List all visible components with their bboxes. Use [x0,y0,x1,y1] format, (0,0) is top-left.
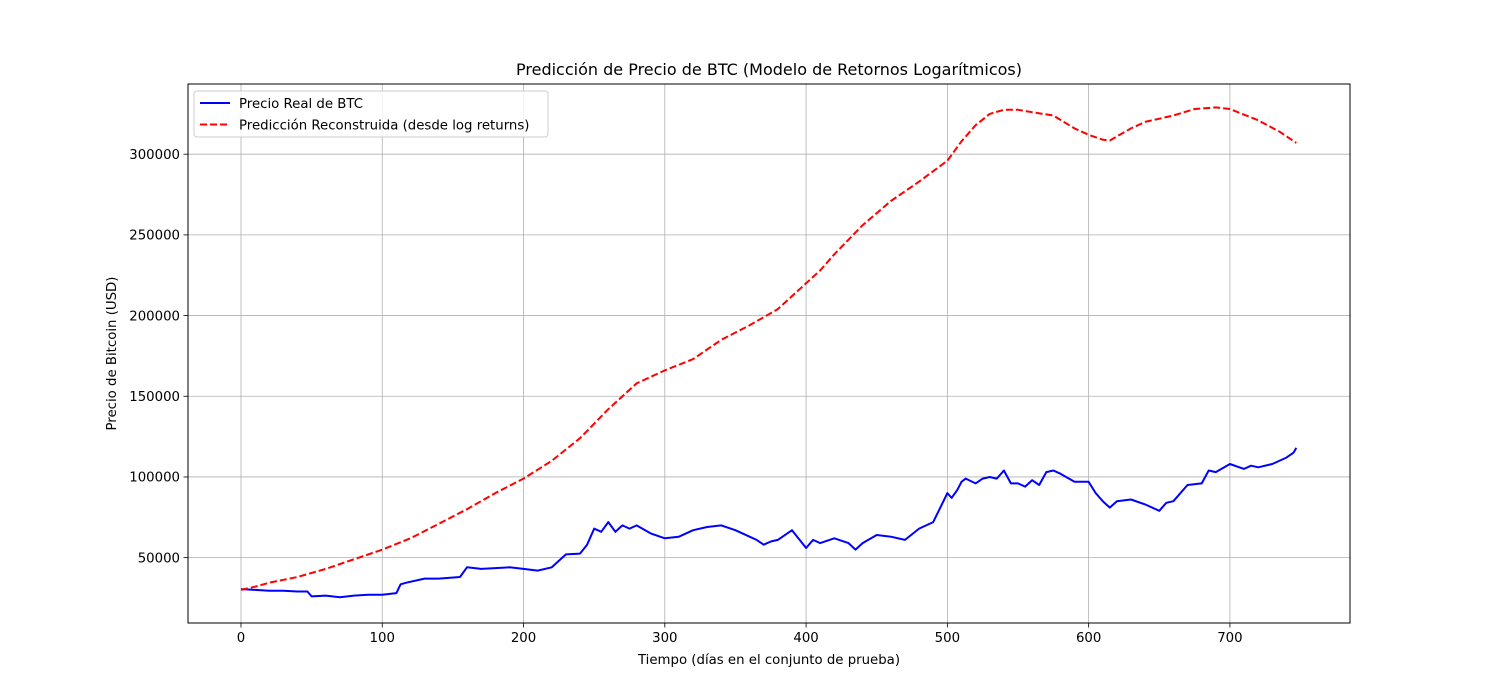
y-tick-label: 100000 [129,471,180,486]
y-axis-label: Precio de Bitcoin (USD) [105,277,120,431]
grid [188,84,1350,623]
x-tick-label: 300 [652,631,677,646]
legend-label: Precio Real de BTC [239,97,363,112]
y-tick-label: 250000 [129,229,180,244]
series-layer [240,106,1298,599]
y-tick-label: 150000 [129,390,180,405]
x-tick-label: 500 [935,631,960,646]
series-line-2 [240,106,1297,591]
x-tick-label: 700 [1217,631,1242,646]
x-axis-label: Tiempo (días en el conjunto de prueba) [637,652,900,668]
legend-label: Predicción Reconstruida (desde log retur… [239,118,529,134]
ticks: 0 100 200 300 400 500 600 700 50000 100000 150000 2… [129,148,1242,646]
x-tick-label: 100 [370,631,395,646]
legend-box [193,90,549,138]
x-tick-label: 600 [1076,631,1101,646]
x-tick-label: 400 [793,631,818,646]
y-tick-label: 300000 [129,148,180,163]
chart-title: Predicción de Precio de BTC (Modelo de R… [516,60,1022,79]
legend: Precio Real de BTC Predicción Reconstruid… [193,90,549,138]
x-tick-label: 200 [511,631,536,646]
x-tick-label: 0 [237,631,245,646]
y-tick-label: 50000 [138,551,180,566]
y-tick-label: 200000 [129,309,180,324]
series-line-1 [240,447,1298,599]
plot-frame [187,83,1351,624]
